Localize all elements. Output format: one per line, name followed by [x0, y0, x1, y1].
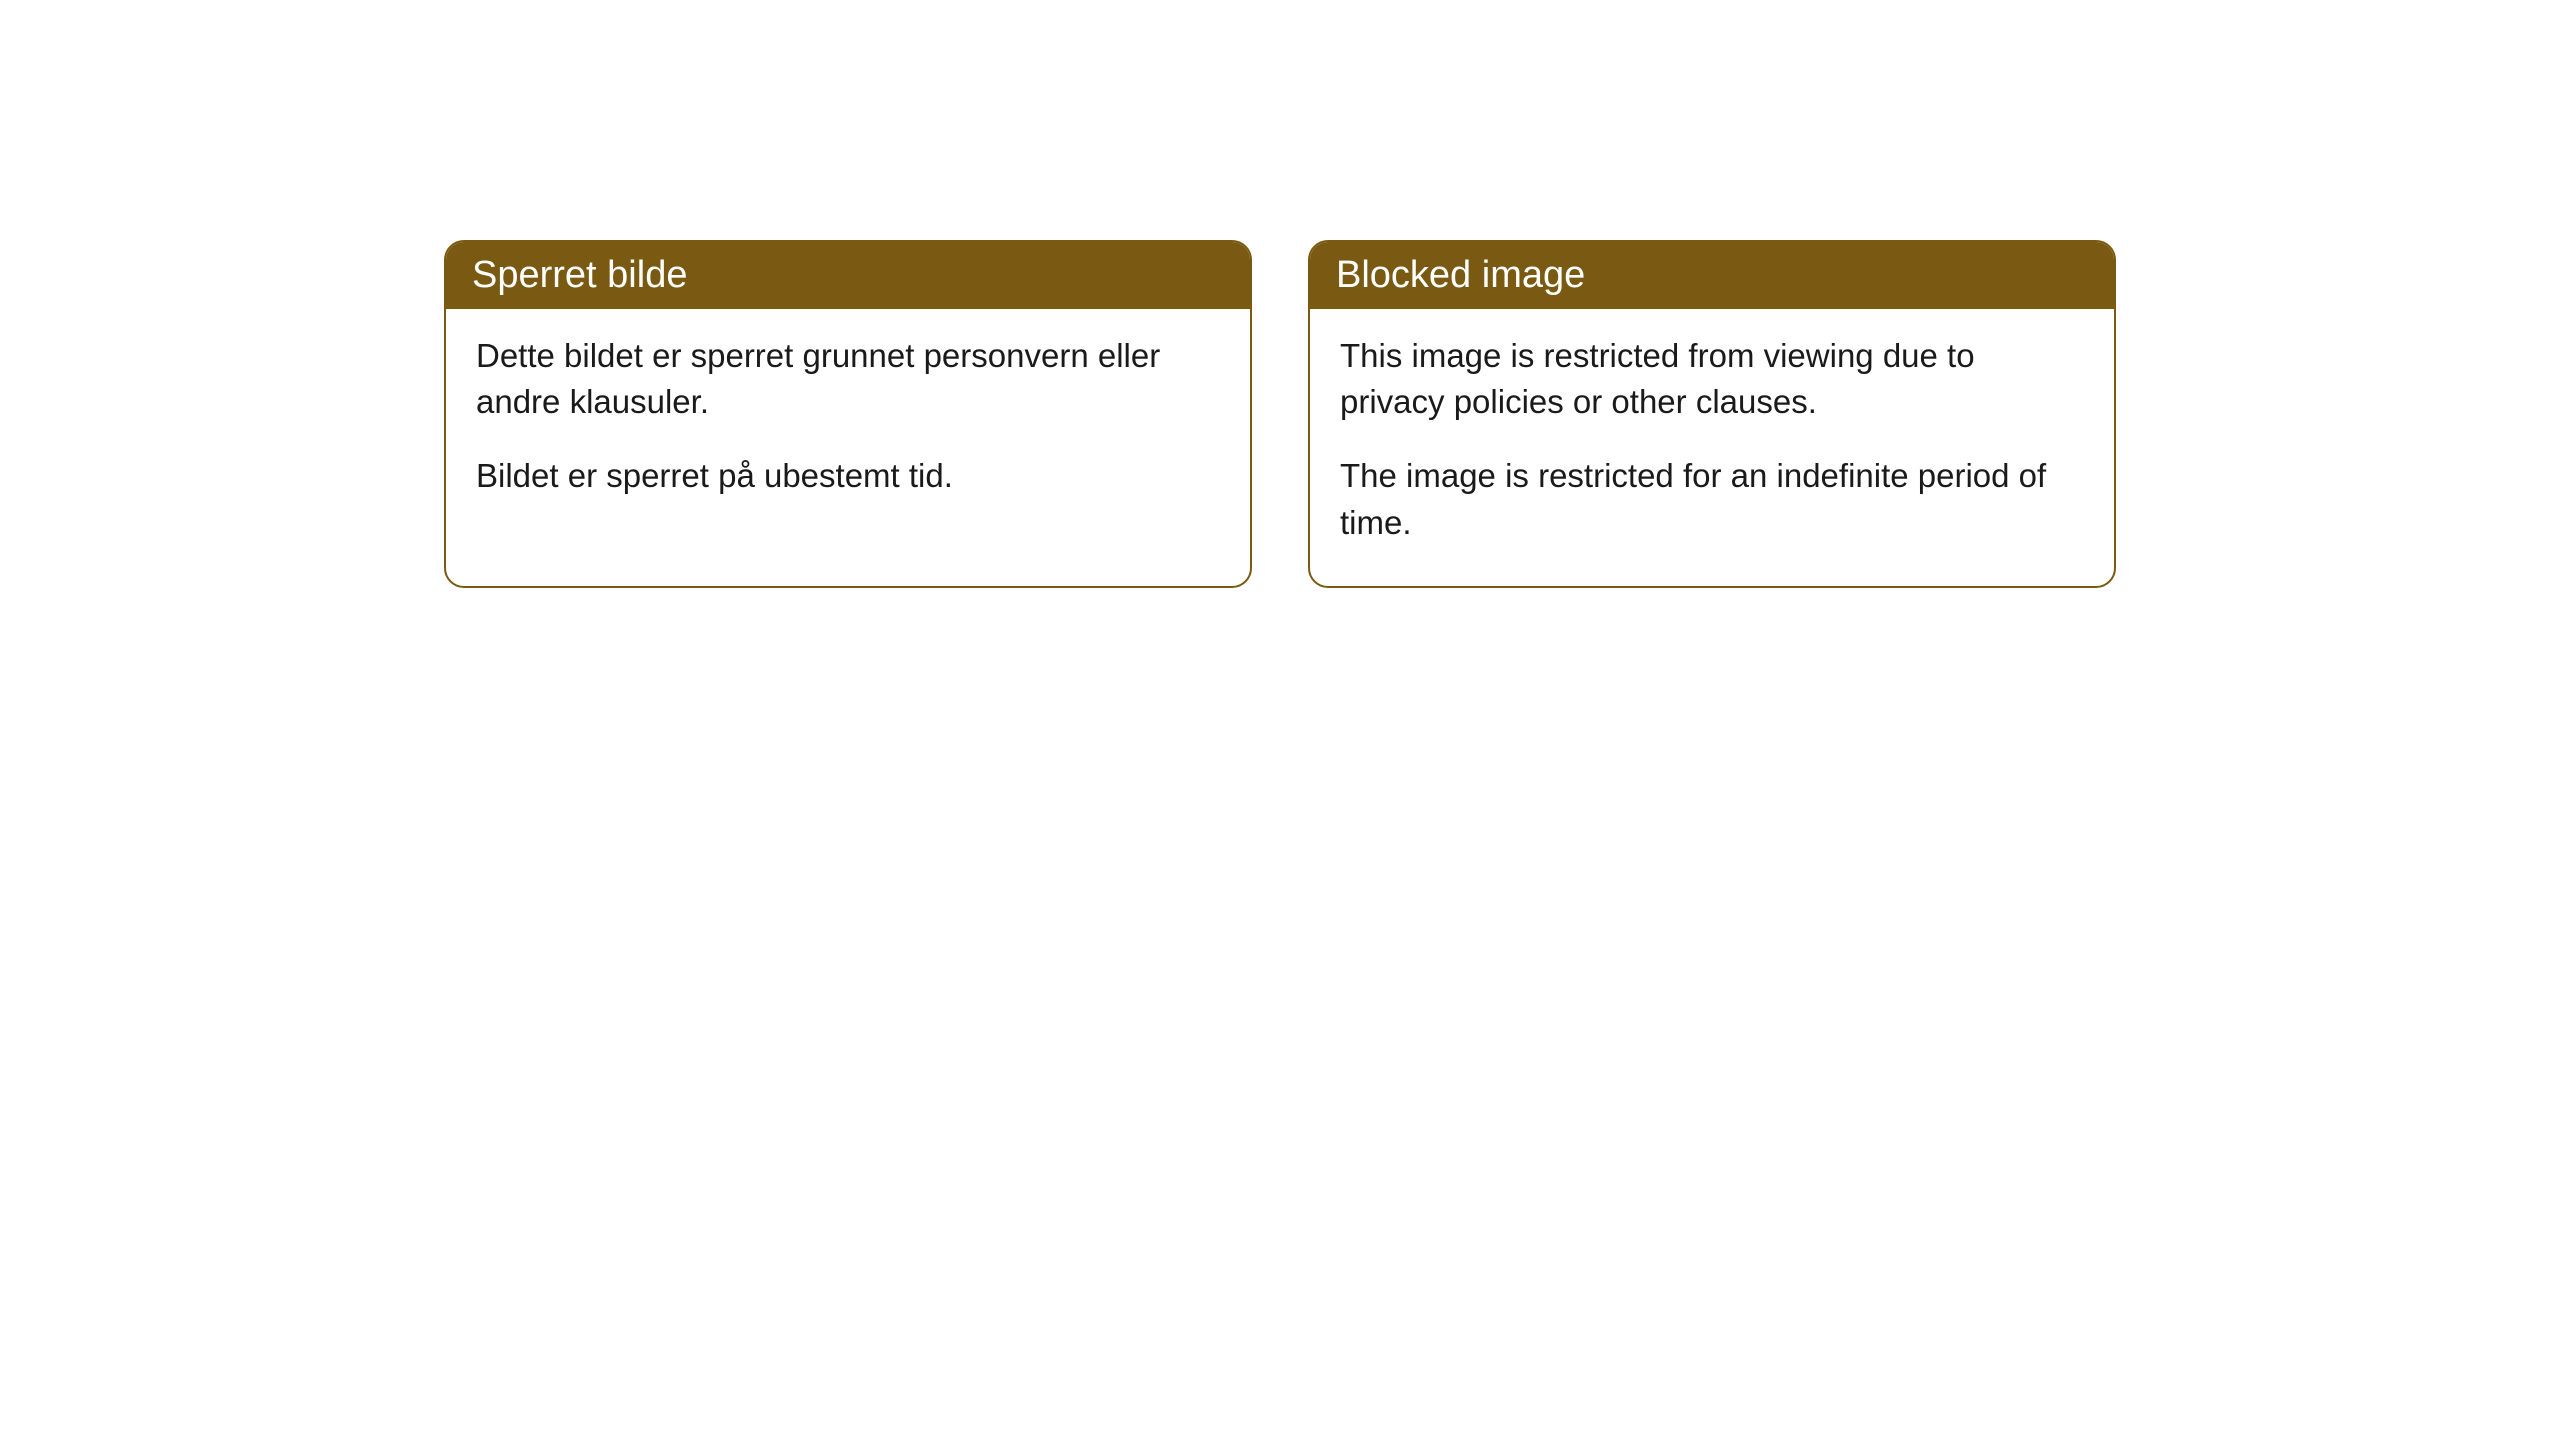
notice-container: Sperret bilde Dette bildet er sperret gr…	[444, 240, 2116, 588]
card-header-en: Blocked image	[1310, 242, 2114, 309]
card-header-no: Sperret bilde	[446, 242, 1250, 309]
blocked-image-card-no: Sperret bilde Dette bildet er sperret gr…	[444, 240, 1252, 588]
card-body-no: Dette bildet er sperret grunnet personve…	[446, 309, 1250, 540]
card-body-en: This image is restricted from viewing du…	[1310, 309, 2114, 586]
card-paragraph-en-2: The image is restricted for an indefinit…	[1340, 453, 2084, 545]
card-paragraph-en-1: This image is restricted from viewing du…	[1340, 333, 2084, 425]
card-paragraph-no-2: Bildet er sperret på ubestemt tid.	[476, 453, 1220, 499]
blocked-image-card-en: Blocked image This image is restricted f…	[1308, 240, 2116, 588]
card-paragraph-no-1: Dette bildet er sperret grunnet personve…	[476, 333, 1220, 425]
